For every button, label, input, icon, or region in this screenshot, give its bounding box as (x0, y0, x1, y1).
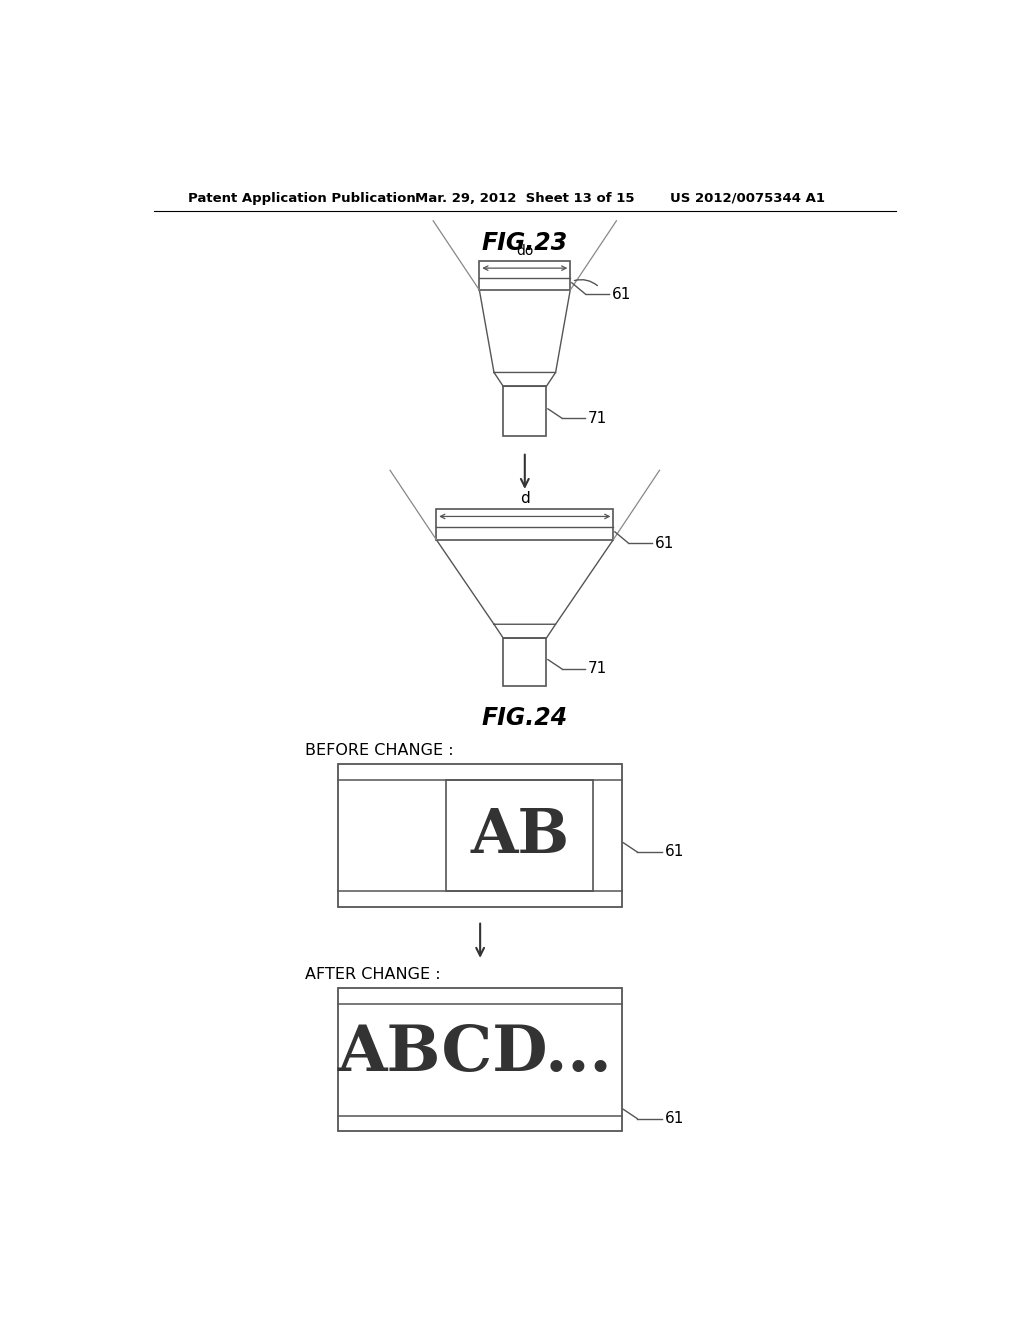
Text: 61: 61 (655, 536, 675, 550)
Text: US 2012/0075344 A1: US 2012/0075344 A1 (670, 191, 824, 205)
Text: FIG.23: FIG.23 (481, 231, 568, 255)
Text: 71: 71 (588, 661, 607, 676)
Text: 61: 61 (665, 1111, 684, 1126)
Text: BEFORE CHANGE :: BEFORE CHANGE : (305, 743, 454, 758)
Bar (503, 387, 547, 437)
Text: 71: 71 (588, 411, 607, 425)
Text: 61: 61 (665, 845, 684, 859)
Text: Patent Application Publication: Patent Application Publication (188, 191, 416, 205)
Text: 61: 61 (611, 286, 631, 302)
Text: Mar. 29, 2012  Sheet 13 of 15: Mar. 29, 2012 Sheet 13 of 15 (416, 191, 635, 205)
Bar (503, 638, 547, 686)
Bar (446, 780, 594, 891)
Bar (339, 989, 622, 1131)
Text: ABCD...: ABCD... (337, 1023, 611, 1084)
Text: FIG.24: FIG.24 (481, 706, 568, 730)
Text: AB: AB (470, 805, 569, 866)
Text: do: do (516, 244, 534, 257)
Bar (339, 764, 622, 907)
Text: d: d (520, 491, 529, 506)
Bar (479, 261, 570, 290)
Text: AFTER CHANGE :: AFTER CHANGE : (305, 968, 441, 982)
Bar (436, 508, 613, 540)
